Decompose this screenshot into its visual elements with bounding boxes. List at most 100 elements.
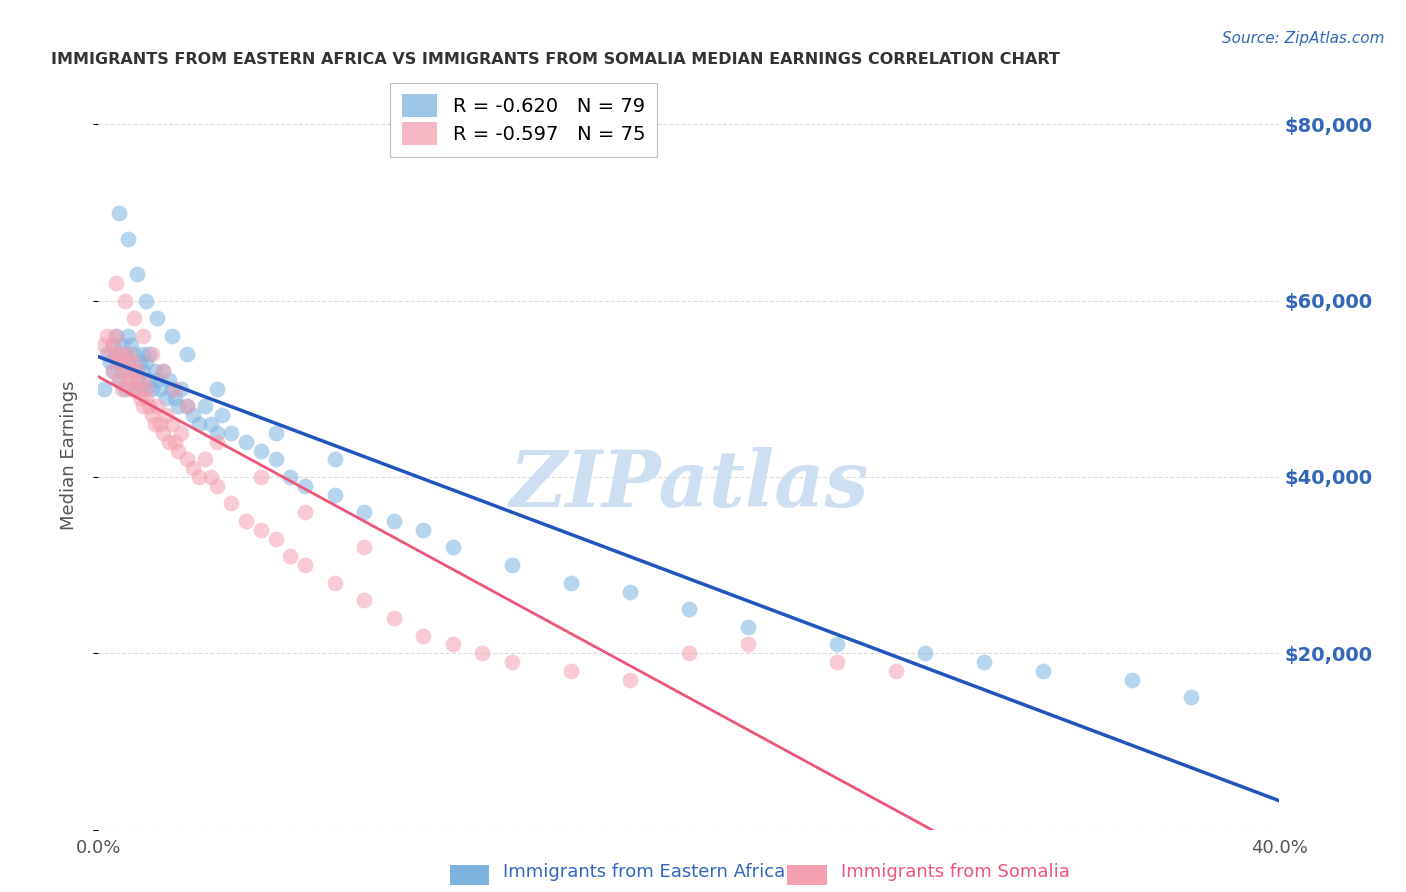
Point bbox=[165, 434, 187, 449]
Point bbox=[170, 425, 193, 440]
Point bbox=[884, 664, 907, 678]
Point bbox=[120, 364, 142, 378]
Point bbox=[560, 664, 582, 678]
Point bbox=[122, 346, 145, 360]
Point bbox=[105, 276, 128, 290]
Point bbox=[103, 364, 125, 378]
Point bbox=[143, 364, 166, 378]
Point bbox=[194, 452, 217, 467]
Point bbox=[108, 355, 131, 369]
Point bbox=[157, 373, 180, 387]
Point bbox=[146, 311, 169, 326]
Point bbox=[135, 382, 157, 396]
Point bbox=[412, 629, 434, 643]
Point bbox=[162, 329, 183, 343]
Point bbox=[152, 364, 174, 378]
Point bbox=[128, 382, 150, 396]
Point bbox=[108, 205, 131, 219]
Point bbox=[155, 409, 177, 423]
Legend: R = -0.620   N = 79, R = -0.597   N = 75: R = -0.620 N = 79, R = -0.597 N = 75 bbox=[391, 82, 657, 157]
Point bbox=[114, 346, 136, 360]
Point bbox=[96, 329, 118, 343]
Point bbox=[678, 646, 700, 660]
Point bbox=[323, 452, 346, 467]
Point bbox=[441, 637, 464, 651]
Point bbox=[135, 391, 157, 405]
Point bbox=[122, 355, 145, 369]
Point bbox=[93, 382, 115, 396]
Point bbox=[678, 602, 700, 616]
Point bbox=[205, 434, 228, 449]
Point bbox=[122, 382, 145, 396]
Text: IMMIGRANTS FROM EASTERN AFRICA VS IMMIGRANTS FROM SOMALIA MEDIAN EARNINGS CORREL: IMMIGRANTS FROM EASTERN AFRICA VS IMMIGR… bbox=[51, 52, 1060, 67]
Point bbox=[141, 382, 163, 396]
Point bbox=[264, 532, 287, 546]
Y-axis label: Median Earnings: Median Earnings bbox=[59, 380, 77, 530]
Point bbox=[125, 382, 148, 396]
Point bbox=[149, 417, 172, 431]
Point bbox=[737, 637, 759, 651]
Point bbox=[135, 382, 157, 396]
Point bbox=[170, 382, 193, 396]
Point bbox=[114, 293, 136, 308]
Point bbox=[1180, 690, 1202, 705]
Point bbox=[619, 584, 641, 599]
Point bbox=[1032, 664, 1054, 678]
Point bbox=[105, 329, 128, 343]
Point bbox=[152, 364, 174, 378]
Point bbox=[105, 329, 128, 343]
Point bbox=[250, 523, 273, 537]
Point bbox=[98, 355, 121, 369]
Point bbox=[117, 232, 139, 246]
Point bbox=[149, 382, 172, 396]
Point bbox=[560, 575, 582, 590]
Point bbox=[120, 364, 142, 378]
Point bbox=[412, 523, 434, 537]
Point bbox=[250, 443, 273, 458]
Point bbox=[176, 400, 198, 414]
Point bbox=[141, 409, 163, 423]
Point bbox=[323, 575, 346, 590]
Point bbox=[825, 637, 848, 651]
Point bbox=[235, 514, 257, 528]
Point bbox=[382, 611, 405, 625]
Point bbox=[103, 337, 125, 351]
Point bbox=[165, 391, 187, 405]
Point bbox=[211, 409, 233, 423]
Point bbox=[146, 400, 169, 414]
Point bbox=[181, 409, 204, 423]
Point bbox=[111, 382, 134, 396]
Point bbox=[280, 549, 302, 564]
Point bbox=[294, 479, 316, 493]
Point bbox=[117, 346, 139, 360]
Point bbox=[250, 470, 273, 484]
Point bbox=[157, 434, 180, 449]
Point bbox=[125, 364, 148, 378]
Point bbox=[194, 400, 217, 414]
Point bbox=[103, 337, 125, 351]
Point bbox=[117, 355, 139, 369]
Point bbox=[205, 425, 228, 440]
Point bbox=[155, 391, 177, 405]
Text: Immigrants from Eastern Africa: Immigrants from Eastern Africa bbox=[503, 863, 786, 881]
Point bbox=[187, 417, 209, 431]
Point bbox=[138, 373, 160, 387]
Point bbox=[162, 417, 183, 431]
Point bbox=[280, 470, 302, 484]
Point bbox=[98, 346, 121, 360]
Point bbox=[165, 382, 187, 396]
Point bbox=[176, 400, 198, 414]
Point bbox=[294, 558, 316, 573]
Point bbox=[125, 373, 148, 387]
Point bbox=[132, 373, 155, 387]
Point bbox=[111, 337, 134, 351]
Point bbox=[96, 346, 118, 360]
Point bbox=[294, 505, 316, 519]
Point bbox=[973, 655, 995, 669]
Point bbox=[141, 346, 163, 360]
Point bbox=[132, 346, 155, 360]
Point bbox=[205, 382, 228, 396]
Point bbox=[117, 329, 139, 343]
Point bbox=[128, 355, 150, 369]
Point bbox=[501, 558, 523, 573]
